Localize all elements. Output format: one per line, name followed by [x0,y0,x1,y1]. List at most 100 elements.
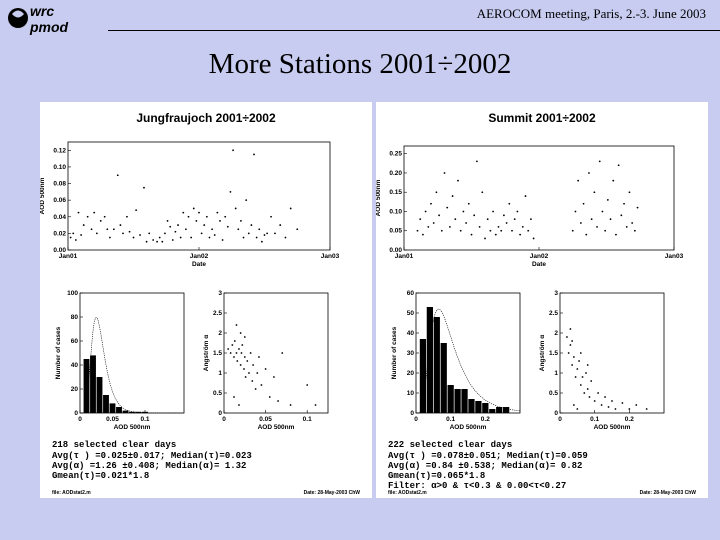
data-point [585,233,588,236]
stats-line-1: 222 selected clear days [388,440,512,450]
y-tick-label: 0.10 [53,164,66,171]
histogram-bar [122,410,129,413]
data-point [177,224,179,226]
x-tick-label: 0.2 [481,416,490,423]
data-point [604,396,606,398]
data-point [611,400,613,402]
histogram-bar [447,385,454,413]
stats-line-5: Filter: α>0 & τ<0.3 & 0.00<τ<0.27 [388,481,566,491]
data-point [593,400,596,402]
data-point [179,236,182,239]
data-point [254,388,257,390]
data-point [459,229,462,232]
y-tick-label: 1 [554,370,558,377]
data-point [268,396,271,398]
histogram-bar [103,395,109,413]
histogram-bar [426,307,433,413]
y-tick-label: 0.02 [53,230,66,237]
data-point [226,225,229,228]
lognormal-fit-curve [417,308,521,414]
data-point [128,230,131,233]
histogram-bar [116,407,122,413]
data-point [457,179,459,182]
x-tick-label: 0 [558,416,562,423]
data-point [273,376,275,378]
histogram-bar [489,409,496,413]
data-point [617,164,620,167]
data-point [628,408,631,410]
x-axis-label: AOD 500nm [450,424,487,431]
data-point [451,195,454,197]
data-point [234,207,237,210]
y-tick-label: 20 [407,370,415,377]
data-point [620,214,623,217]
data-point [231,344,234,346]
histogram-bar [142,411,148,413]
y-tick-label: 1.5 [213,350,222,357]
data-point [449,225,451,228]
x-tick-label: Jan01 [395,253,414,260]
data-point [229,352,232,354]
data-point [571,229,574,232]
histogram-bar [433,317,440,413]
data-point [588,396,591,398]
data-point [473,214,476,217]
footer-date: Date: 28-May-2003 ChW [640,490,697,496]
data-point [614,408,617,410]
data-point [274,232,276,235]
y-tick-label: 1.5 [549,350,558,357]
x-tick-label: 0 [414,416,418,423]
y-tick-label: 20 [71,386,79,393]
data-point [235,352,238,354]
data-point [508,202,511,205]
data-point [182,211,185,214]
data-point [289,404,292,406]
y-axis-label: Number of cases [391,326,398,379]
data-point [569,344,572,346]
data-point [484,237,486,240]
data-point [80,234,82,236]
data-point [270,215,272,218]
data-point [604,229,607,232]
data-point [240,220,242,222]
y-tick-label: 2.5 [213,310,222,317]
data-point [221,239,224,241]
data-point [253,153,255,156]
data-point [126,215,128,218]
y-tick-label: 3 [554,290,558,297]
data-point [174,230,177,233]
meeting-caption: AEROCOM meeting, Paris, 2.-3. June 2003 [476,6,706,21]
histogram-bar [482,403,489,413]
data-point [243,336,246,338]
histogram-bar [496,407,503,413]
data-point [284,236,287,239]
data-point [195,220,198,222]
y-axis-label: Angström α [203,335,210,372]
data-point [446,206,449,209]
data-point [521,225,524,228]
stats-line-3: Avg(α) =1.26 ±0.408; Median(α)= 1.32 [52,461,246,471]
y-tick-label: 40 [407,330,415,337]
histogram-bar [468,399,475,413]
y-tick-label: 0.05 [389,228,402,235]
stats-line-2: Avg(τ ) =0.078±0.051; Median(τ)=0.059 [388,451,588,461]
summit-panel: Summit 2001÷2002 0.00 0.05 0.10 0.15 0.20 0.2… [375,102,708,498]
data-point [478,225,481,228]
data-point [462,210,465,213]
data-point [440,229,443,232]
data-point [241,344,244,346]
data-point [489,229,492,232]
y-tick-label: 50 [407,310,415,317]
jungfraujoch-panel: Jungfraujoch 2001÷2002 0.00 0.02 0.04 0.06 0… [39,102,372,498]
data-point [574,376,577,378]
data-point [567,352,570,354]
data-point [148,232,151,235]
data-point [574,210,577,213]
y-tick-label: 2 [554,330,558,337]
data-point [156,240,158,243]
data-point [232,149,234,152]
plot-frame [223,292,329,414]
data-point [590,218,593,221]
data-point [256,372,259,374]
